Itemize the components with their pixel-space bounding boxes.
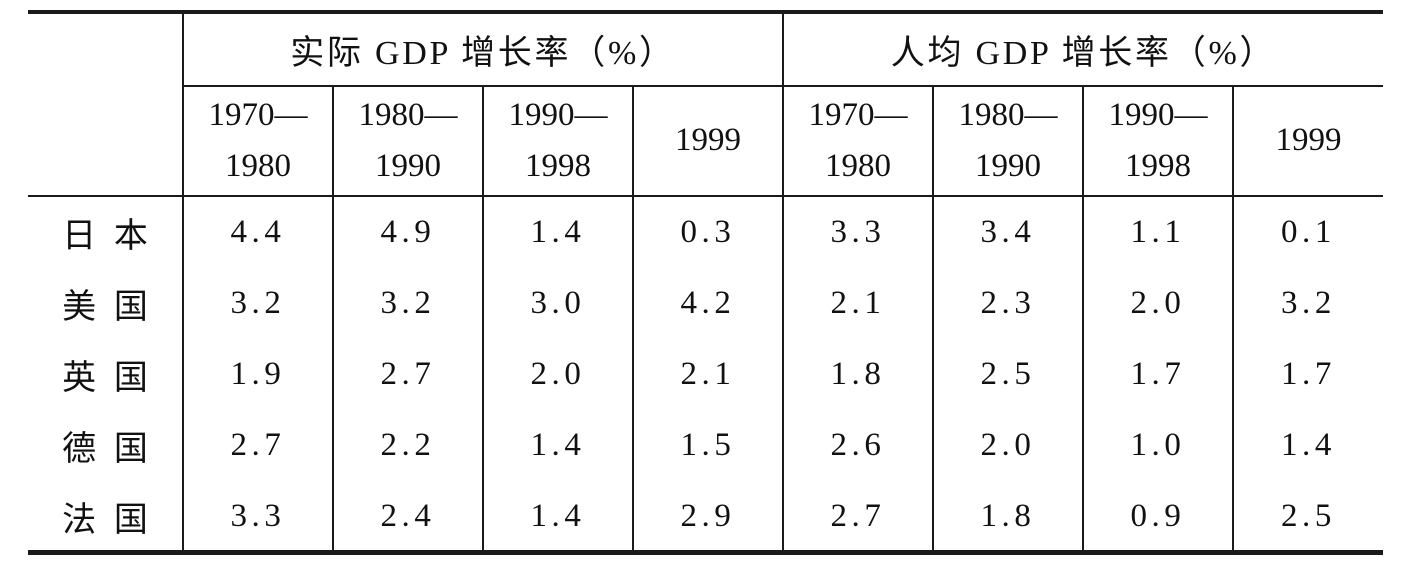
value-cell: 1.4 xyxy=(1232,410,1383,482)
year-line: 1970— xyxy=(208,96,308,133)
year-header-percap-1970-1980: 1970— 1980 xyxy=(782,86,934,197)
year-line: 1980— xyxy=(958,96,1058,133)
value-cell: 3.2 xyxy=(182,267,334,339)
value-cell: 1.4 xyxy=(482,196,634,268)
year-line: 1980— xyxy=(358,96,458,133)
value-cell: 4.9 xyxy=(332,196,484,268)
value-cell: 2.9 xyxy=(632,481,784,553)
gdp-growth-table: 实际 GDP 增长率（%） 人均 GDP 增长率（%） 1970— 1980 1… xyxy=(28,10,1383,556)
value-cell: 0.1 xyxy=(1232,196,1383,268)
year-line: 1990— xyxy=(508,96,608,133)
year-header-percap-1999: 1999 xyxy=(1232,86,1383,197)
value-cell: 2.0 xyxy=(1082,267,1234,339)
table-row-uk: 英国 1.9 2.7 2.0 2.1 1.8 2.5 1.7 1.7 xyxy=(28,338,1383,411)
value-cell: 1.1 xyxy=(1082,196,1234,268)
country-label: 日本 xyxy=(28,196,184,268)
year-line: 1998 xyxy=(1125,148,1191,184)
year-line: 1990— xyxy=(1108,96,1208,133)
year-header-percap-1990-1998: 1990— 1998 xyxy=(1082,86,1234,197)
value-cell: 3.2 xyxy=(1232,267,1383,339)
country-label: 德国 xyxy=(28,410,184,482)
group-header-per-capita-gdp: 人均 GDP 增长率（%） xyxy=(782,12,1383,87)
value-cell: 2.4 xyxy=(332,481,484,553)
value-cell: 1.8 xyxy=(782,338,934,411)
year-line: 1980 xyxy=(825,148,891,184)
value-cell: 1.8 xyxy=(932,481,1084,553)
value-cell: 1.5 xyxy=(632,410,784,482)
table-row-germany: 德国 2.7 2.2 1.4 1.5 2.6 2.0 1.0 1.4 xyxy=(28,410,1383,482)
group-header-real-gdp: 实际 GDP 增长率（%） xyxy=(182,12,784,87)
value-cell: 1.0 xyxy=(1082,410,1234,482)
value-cell: 2.0 xyxy=(482,338,634,411)
value-cell: 4.4 xyxy=(182,196,334,268)
value-cell: 2.3 xyxy=(932,267,1084,339)
value-cell: 1.7 xyxy=(1082,338,1234,411)
country-label: 法国 xyxy=(28,481,184,553)
value-cell: 2.5 xyxy=(1232,481,1383,553)
value-cell: 1.7 xyxy=(1232,338,1383,411)
value-cell: 2.1 xyxy=(632,338,784,411)
value-cell: 2.0 xyxy=(932,410,1084,482)
country-label: 美国 xyxy=(28,267,184,339)
value-cell: 2.7 xyxy=(332,338,484,411)
value-cell: 2.7 xyxy=(182,410,334,482)
year-line: 1998 xyxy=(525,148,591,184)
value-cell: 3.0 xyxy=(482,267,634,339)
value-cell: 4.2 xyxy=(632,267,784,339)
value-cell: 2.5 xyxy=(932,338,1084,411)
value-cell: 2.1 xyxy=(782,267,934,339)
value-cell: 0.3 xyxy=(632,196,784,268)
table-row-japan: 日本 4.4 4.9 1.4 0.3 3.3 3.4 1.1 0.1 xyxy=(28,196,1383,268)
value-cell: 2.2 xyxy=(332,410,484,482)
value-cell: 2.7 xyxy=(782,481,934,553)
year-header-real-1990-1998: 1990— 1998 xyxy=(482,86,634,197)
country-label: 英国 xyxy=(28,338,184,411)
value-cell: 1.4 xyxy=(482,410,634,482)
group-header-row: 实际 GDP 增长率（%） 人均 GDP 增长率（%） xyxy=(28,12,1383,197)
value-cell: 3.4 xyxy=(932,196,1084,268)
value-cell: 3.2 xyxy=(332,267,484,339)
year-header-real-1980-1990: 1980— 1990 xyxy=(332,86,484,197)
table-row-usa: 美国 3.2 3.2 3.0 4.2 2.1 2.3 2.0 3.2 xyxy=(28,267,1383,339)
corner-cell xyxy=(28,12,184,197)
value-cell: 1.4 xyxy=(482,481,634,553)
year-line: 1970— xyxy=(808,96,908,133)
year-line: 1999 xyxy=(1275,122,1342,159)
table-row-france: 法国 3.3 2.4 1.4 2.9 2.7 1.8 0.9 2.5 xyxy=(28,481,1383,553)
value-cell: 2.6 xyxy=(782,410,934,482)
year-line: 1990 xyxy=(975,148,1041,184)
year-line: 1980 xyxy=(225,148,291,184)
year-line: 1990 xyxy=(375,148,441,184)
value-cell: 1.9 xyxy=(182,338,334,411)
value-cell: 3.3 xyxy=(182,481,334,553)
year-header-real-1970-1980: 1970— 1980 xyxy=(182,86,334,197)
year-line: 1999 xyxy=(675,122,741,159)
value-cell: 3.3 xyxy=(782,196,934,268)
value-cell: 0.9 xyxy=(1082,481,1234,553)
year-header-real-1999: 1999 xyxy=(632,86,784,197)
year-header-row: 1970— 1980 1980— 1990 1990— 1998 1999 19… xyxy=(28,86,1383,197)
year-header-percap-1980-1990: 1980— 1990 xyxy=(932,86,1084,197)
